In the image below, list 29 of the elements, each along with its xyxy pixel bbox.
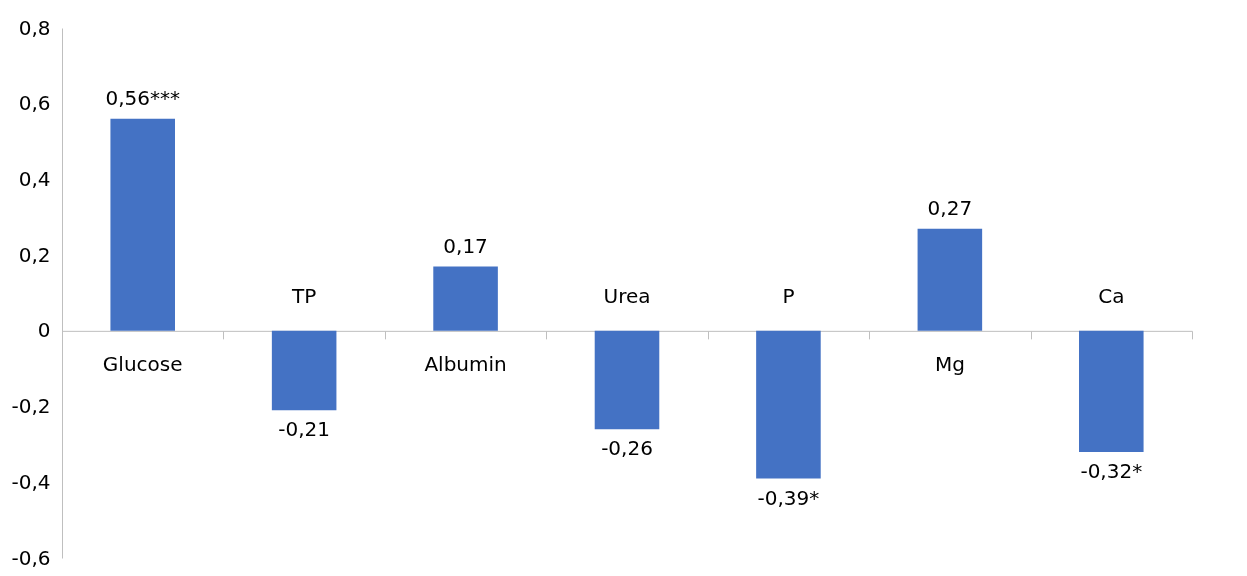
bar xyxy=(756,330,821,479)
x-tick-label: Glucose xyxy=(102,351,183,376)
bar xyxy=(1079,330,1144,452)
x-tick-label: Mg xyxy=(934,351,965,376)
y-tick-label: -0,4 xyxy=(11,469,51,494)
data-label: 0,27 xyxy=(927,195,973,220)
x-tick-label: P xyxy=(782,283,795,308)
y-tick-label: 0,6 xyxy=(18,91,51,116)
y-tick-label: -0,2 xyxy=(11,394,51,419)
bar xyxy=(917,228,983,331)
data-label: -0,26 xyxy=(601,436,653,461)
bar xyxy=(594,330,660,430)
data-label: -0,39* xyxy=(757,485,820,510)
x-tick-label: Albumin xyxy=(424,351,507,376)
y-tick-label: -0,6 xyxy=(11,545,51,570)
bar xyxy=(110,118,175,331)
y-tick-label: 0,2 xyxy=(18,242,51,267)
x-tick-label: TP xyxy=(291,283,317,308)
y-tick-label: 0 xyxy=(37,318,51,343)
y-tick-label: 0,8 xyxy=(18,15,51,40)
data-label: -0,21 xyxy=(278,417,331,442)
x-tick-label: Ca xyxy=(1098,283,1125,308)
data-label: 0,56*** xyxy=(105,85,180,110)
bar xyxy=(433,266,498,331)
data-label: 0,17 xyxy=(443,233,488,258)
bar xyxy=(271,330,337,411)
x-tick-label: Urea xyxy=(603,283,651,308)
data-label: -0,32* xyxy=(1080,459,1143,483)
y-tick-label: 0,4 xyxy=(18,166,51,191)
